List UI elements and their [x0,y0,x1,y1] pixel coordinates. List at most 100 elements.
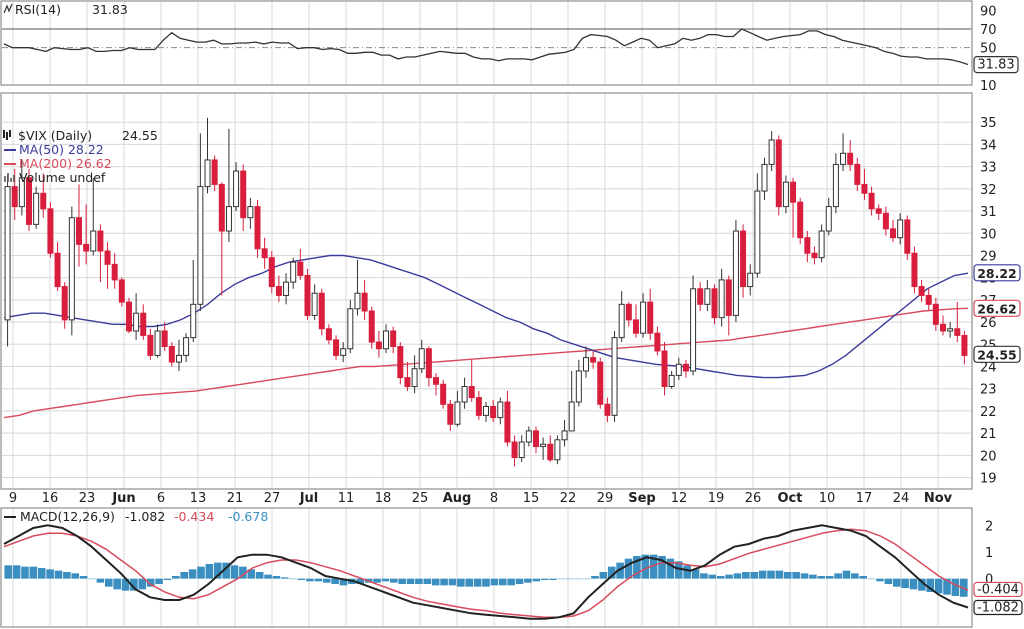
macd-histogram-bar [607,566,616,579]
macd-histogram-bar [549,578,557,580]
candle-body [497,401,504,419]
macd-plot [3,524,969,620]
macd-histogram-bar [155,578,163,584]
candle-body [40,192,47,210]
candle-body [304,274,311,316]
rsi-panel [0,0,973,86]
candle-body [911,252,918,288]
macd-histogram-bar [825,576,834,579]
macd-histogram-bar [381,578,390,582]
candle-body [433,377,440,385]
candle-body [4,186,11,321]
macd-histogram-bar [859,576,868,579]
candle-body [604,403,611,416]
rsi-line [3,28,969,66]
macd-histogram-bar [297,578,306,580]
candle-body [611,337,618,416]
candle-body [283,281,290,296]
macd-histogram-bar [490,578,499,586]
candle-body [768,139,775,165]
candle-body [840,152,847,165]
macd-histogram-bar [415,578,423,584]
candle-body [647,301,654,334]
candle-body [183,337,190,356]
candle-body [33,192,40,225]
macd-histogram-bar [306,578,314,582]
candle-body [368,310,375,343]
macd-histogram-bar [465,578,474,587]
candle-body [190,303,197,339]
candle-body [532,430,539,447]
macd-histogram-bar [876,578,884,582]
candle-body [397,346,404,379]
macd-y-tick: 0 [985,573,993,588]
macd-histogram-bar [406,578,415,584]
macd-histogram-bar [322,578,331,583]
rsi-y-tick: 10 [980,79,997,94]
macd-histogram-bar [188,569,197,579]
macd-histogram-bar [448,578,457,586]
price-y-tick: 22 [980,405,997,420]
candle-body [811,252,818,259]
macd-histogram-bar [515,578,524,584]
price-y-tick: 35 [980,116,997,131]
price-y-tick: 31 [980,205,997,220]
candle-body [454,401,461,425]
macd-histogram-bar [792,572,800,579]
macd-histogram-bar [742,572,750,579]
x-tick-label: 25 [412,491,429,506]
macd-histogram-bar [901,578,909,588]
candle-body [125,301,132,332]
candle-body [511,441,518,459]
macd-histogram-bar [63,572,71,579]
x-tick-label: 22 [560,491,577,506]
candle-body [90,230,97,252]
macd-histogram-bar [842,570,851,579]
candle-body [890,228,897,239]
grid [2,2,971,626]
price-value-tag: 26.62 [977,301,1017,316]
price-y-tick: 29 [980,249,997,264]
macd-signal-value: -0.434 [174,509,214,524]
macd-histogram-bar [272,576,281,579]
x-tick-label: 8 [490,491,498,506]
macd-histogram-bar [281,577,289,579]
candle-body [540,443,547,447]
macd-histogram-bar [934,578,943,594]
rsi-value-tag: 31.83 [977,58,1014,73]
x-tick-label: Sep [628,491,656,506]
macd-value-tag-box [973,599,1023,616]
price-y-tick: 24 [980,361,997,376]
macd-histogram-bar [733,573,742,579]
candle-body [483,405,489,416]
candle-body [297,261,304,276]
x-tick-label: 27 [264,491,281,506]
macd-histogram-bar [524,578,532,583]
macd-histogram-bar [951,578,960,596]
rsi-last-value: 31.83 [92,2,128,17]
x-tick-label: 29 [597,491,614,506]
candle-body [918,286,925,296]
candle-body [361,292,368,312]
macd-histogram-bar [633,556,641,579]
macd-histogram-bar [88,578,96,580]
price-y-tick: 32 [980,183,997,198]
candle-body [240,170,247,219]
candle-body [790,181,797,203]
candle-body [375,341,382,350]
x-tick-label: 9 [9,491,17,506]
macd-histogram-bar [918,578,926,591]
candle-body [847,152,854,165]
candle-body [204,159,211,188]
candle-body [468,386,475,399]
candle-body [947,328,954,332]
candle-body [290,261,297,283]
x-tick-label: Aug [443,491,472,506]
candle-body [754,190,761,274]
candle-body [668,374,675,388]
macd-histogram-bar [239,566,247,579]
macd-histogram-bar [54,570,63,579]
macd-histogram-bar [113,578,121,590]
candle-body [940,323,947,332]
candle-body [932,303,939,325]
